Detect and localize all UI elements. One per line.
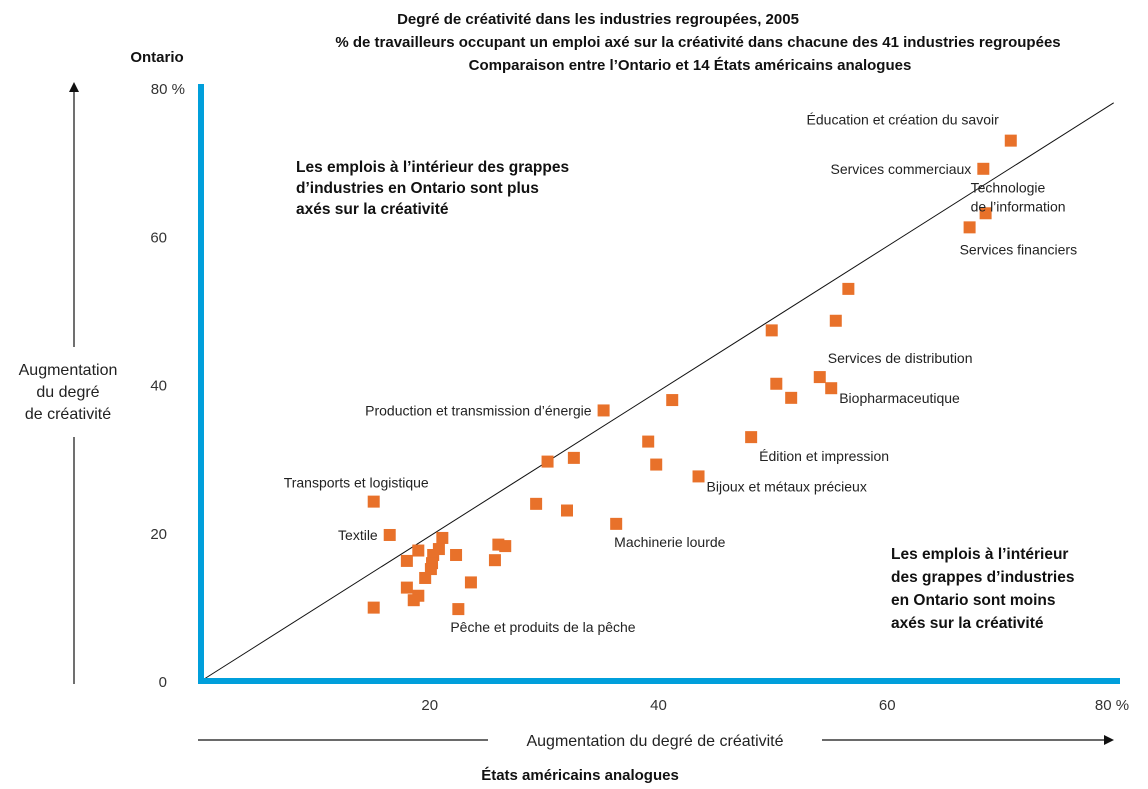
x-tick-label: 20 bbox=[421, 697, 438, 714]
point-label: Services financiers bbox=[960, 241, 1078, 257]
data-points bbox=[367, 134, 1017, 616]
y-axis-title: Ontario bbox=[130, 49, 183, 66]
data-point bbox=[450, 548, 463, 561]
x-tick-label: 60 bbox=[879, 697, 896, 714]
data-point bbox=[692, 470, 705, 483]
data-point bbox=[650, 458, 663, 471]
data-point bbox=[829, 314, 842, 327]
point-label: Services commerciaux bbox=[830, 161, 971, 177]
data-point bbox=[530, 497, 543, 510]
point-label: Biopharmaceutique bbox=[839, 390, 960, 406]
data-point bbox=[963, 221, 976, 234]
region-below-line-1: Les emplois à l’intérieur bbox=[891, 546, 1068, 563]
region-above-line-1: Les emplois à l’intérieur des grappes bbox=[296, 159, 569, 176]
data-point bbox=[770, 377, 783, 390]
point-label: Textile bbox=[338, 527, 378, 543]
data-point bbox=[452, 603, 465, 616]
y-tick-label: 60 bbox=[150, 229, 167, 246]
data-point bbox=[567, 451, 580, 464]
x-tick-label: 80 % bbox=[1095, 697, 1129, 714]
data-point bbox=[367, 601, 380, 614]
chart-frame bbox=[198, 84, 1120, 684]
data-point bbox=[813, 371, 826, 384]
data-point bbox=[419, 571, 432, 584]
y-tick-label: 80 % bbox=[151, 81, 185, 98]
data-point bbox=[825, 382, 838, 395]
data-point bbox=[561, 504, 573, 517]
data-point bbox=[642, 435, 655, 448]
region-below-line-4: axés sur la créativité bbox=[891, 615, 1044, 632]
y-axis-label-2: du degré bbox=[36, 384, 99, 401]
point-label: Pêche et produits de la pêche bbox=[450, 619, 635, 635]
data-point bbox=[842, 282, 855, 295]
point-label: Éducation et création du savoir bbox=[807, 112, 1000, 128]
y-axis-label-3: de créativité bbox=[25, 406, 111, 423]
data-point bbox=[400, 581, 413, 594]
data-point bbox=[400, 554, 413, 567]
chart-title: Degré de créativité dans les industries … bbox=[397, 11, 799, 28]
point-label: Édition et impression bbox=[759, 448, 889, 464]
data-point bbox=[412, 544, 425, 557]
point-label: Transports et logistique bbox=[284, 475, 429, 491]
region-below-line-2: des grappes d’industries bbox=[891, 569, 1074, 586]
x-arrow-head bbox=[1104, 735, 1114, 745]
data-point bbox=[785, 391, 798, 404]
y-axis-label-1: Augmentation bbox=[19, 362, 118, 379]
data-point bbox=[367, 495, 380, 508]
data-point bbox=[488, 554, 501, 567]
data-point bbox=[597, 404, 610, 417]
data-point bbox=[977, 162, 990, 175]
data-point bbox=[1004, 134, 1017, 147]
point-label: Machinerie lourde bbox=[614, 534, 725, 550]
y-tick-label: 40 bbox=[150, 378, 167, 395]
chart-subtitle-2: Comparaison entre l’Ontario et 14 États … bbox=[469, 57, 912, 74]
chart-subtitle: % de travailleurs occupant un emploi axé… bbox=[335, 34, 1060, 51]
data-point bbox=[464, 576, 477, 589]
axis-ticks: 20 40 60 80 % 0 20 40 60 80 % bbox=[150, 81, 1129, 714]
data-point bbox=[610, 517, 623, 530]
point-labels: Éducation et création du savoir Services … bbox=[284, 112, 1077, 635]
data-point bbox=[541, 455, 554, 468]
point-label: Services de distribution bbox=[828, 350, 973, 366]
data-point bbox=[499, 540, 512, 553]
data-point bbox=[745, 431, 758, 444]
x-axis-title: États américains analogues bbox=[481, 767, 679, 784]
data-point bbox=[436, 531, 449, 544]
y-arrow-head bbox=[69, 82, 79, 92]
data-point bbox=[407, 594, 420, 607]
region-above-line-2: d’industries en Ontario sont plus bbox=[296, 180, 539, 197]
y-tick-label: 0 bbox=[159, 674, 167, 691]
point-label: Technologie de l’information bbox=[971, 179, 1066, 214]
data-point bbox=[765, 324, 778, 337]
diagonal-reference-line bbox=[200, 102, 1114, 682]
region-below-line-3: en Ontario sont moins bbox=[891, 592, 1055, 609]
y-tick-label: 20 bbox=[150, 526, 167, 543]
point-label: Bijoux et métaux précieux bbox=[707, 478, 867, 494]
data-point bbox=[979, 207, 992, 220]
x-tick-label: 40 bbox=[650, 697, 667, 714]
data-point bbox=[666, 394, 679, 407]
point-label: Production et transmission d’énergie bbox=[365, 402, 592, 418]
x-axis-label: Augmentation du degré de créativité bbox=[526, 733, 783, 750]
region-above-line-3: axés sur la créativité bbox=[296, 201, 449, 218]
data-point bbox=[383, 528, 396, 541]
